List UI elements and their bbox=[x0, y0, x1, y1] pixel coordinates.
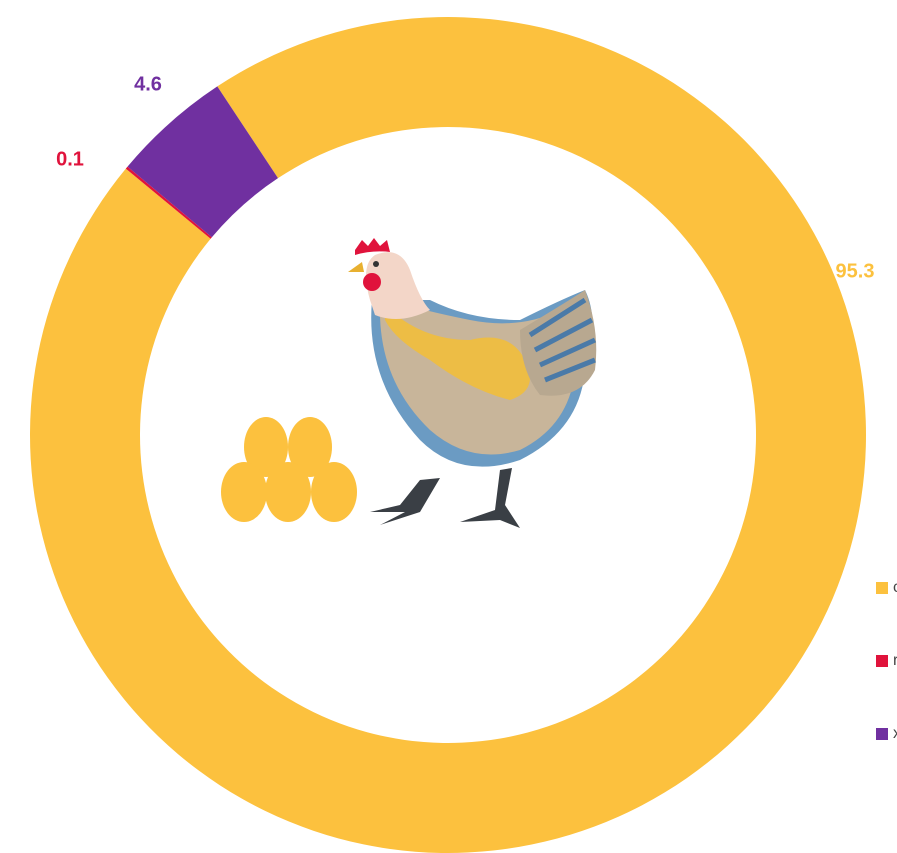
legend-swatch bbox=[876, 655, 888, 667]
page: {"chart_data": {"type": "donut", "catego… bbox=[0, 0, 897, 853]
legend-label: x bbox=[893, 725, 897, 742]
legend-swatch bbox=[876, 728, 888, 740]
legend-swatch bbox=[876, 582, 888, 594]
chart: 95.3 0.1 4.6 c r x bbox=[0, 0, 897, 853]
hen-illustration bbox=[221, 238, 596, 528]
legend-label: c bbox=[893, 579, 897, 596]
data-label: 0.1 bbox=[56, 148, 84, 170]
data-label: 95.3 bbox=[836, 260, 875, 282]
data-label: 4.6 bbox=[134, 73, 162, 95]
legend-label: r bbox=[893, 652, 897, 669]
